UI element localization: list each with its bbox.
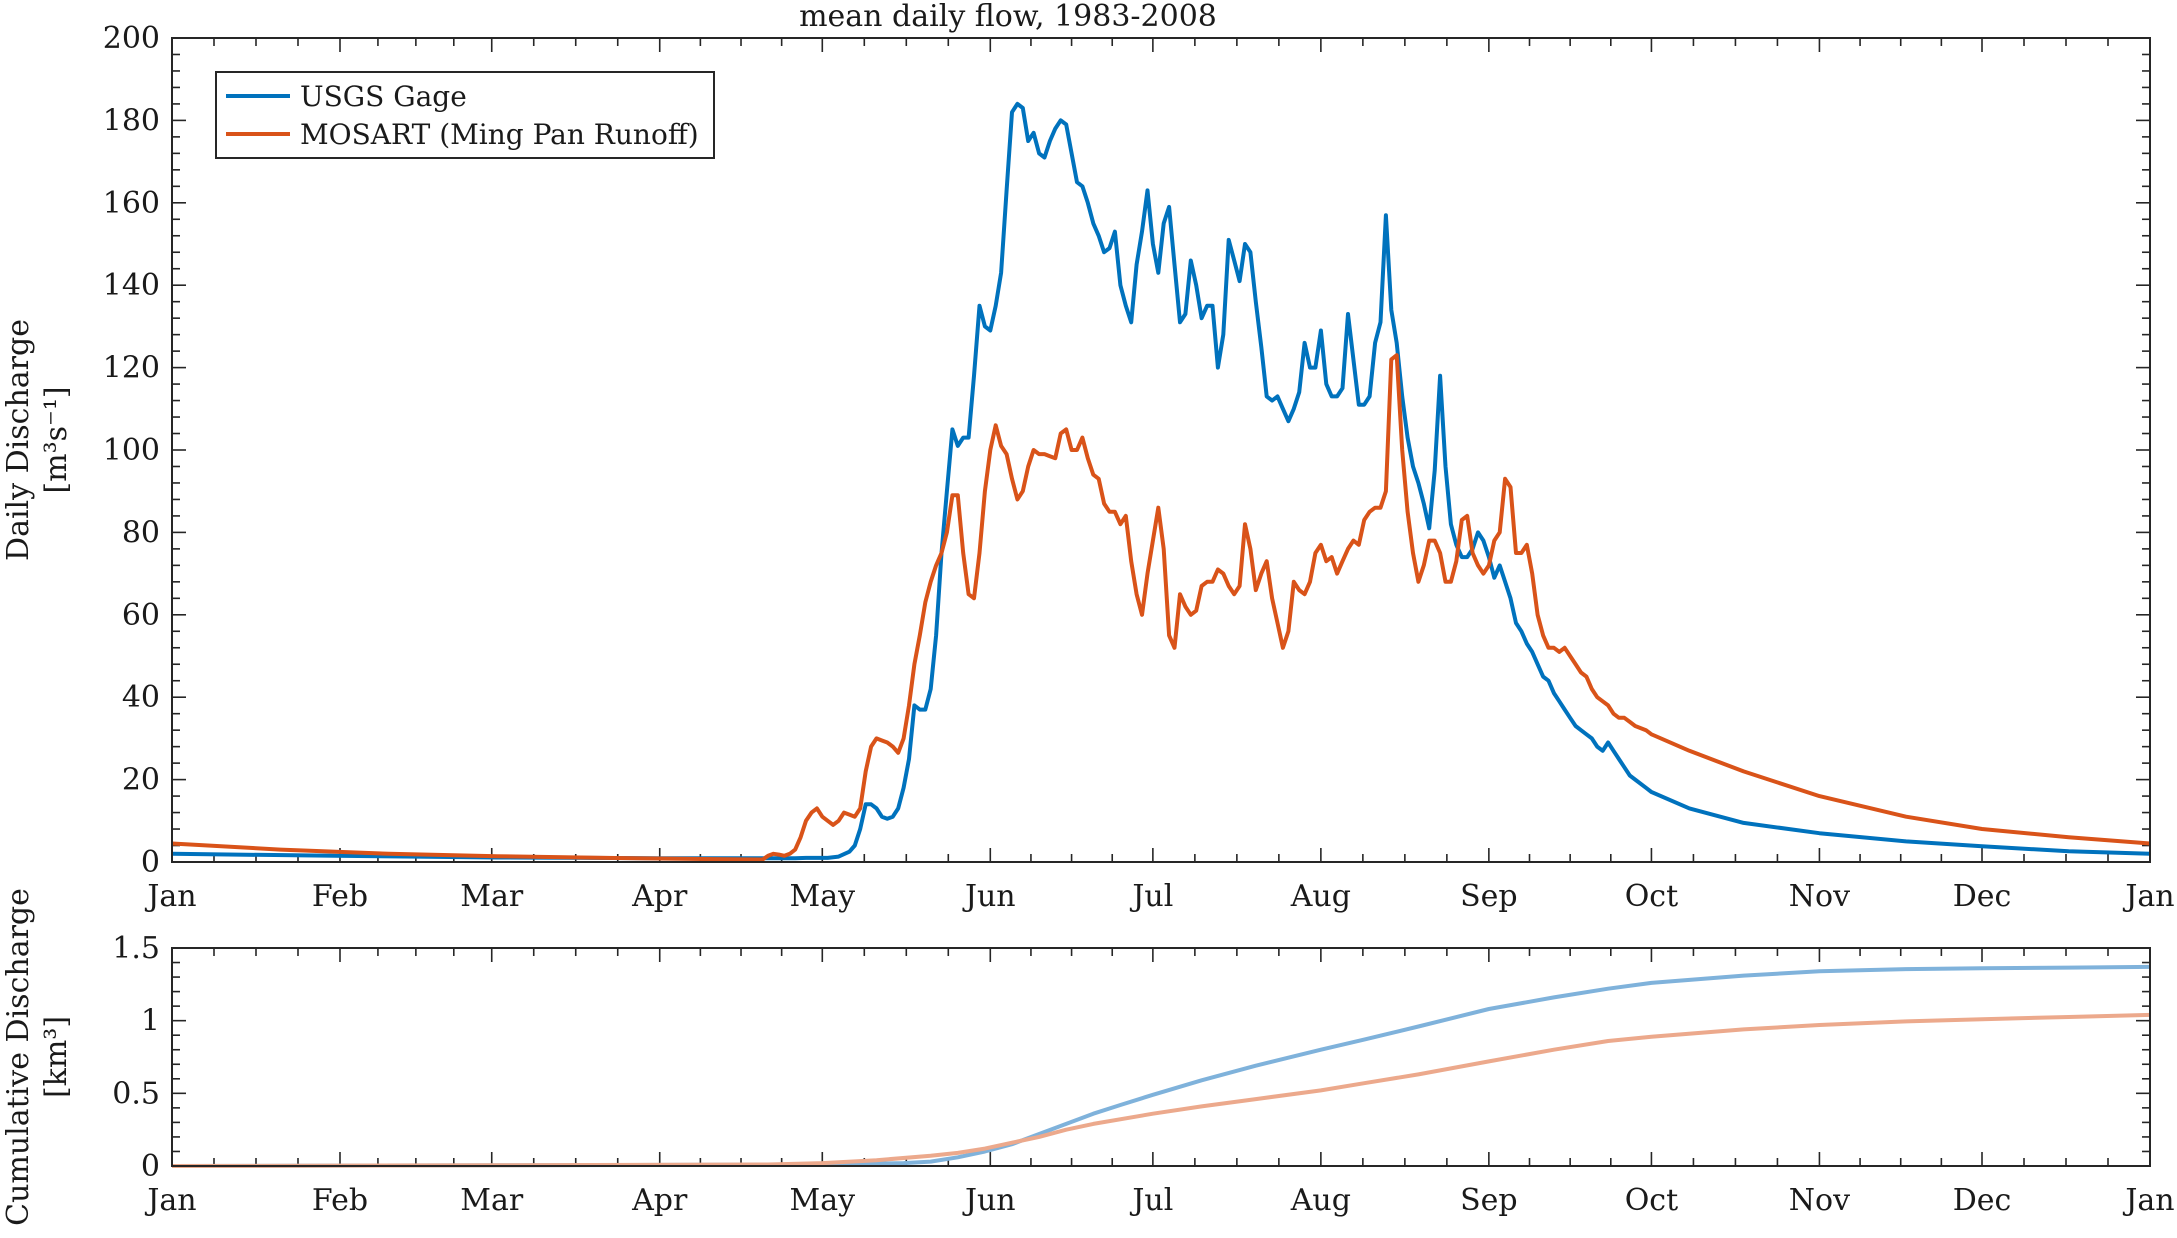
- top-ytick-label: 120: [103, 351, 160, 386]
- bottom-xtick-label: Aug: [1290, 1183, 1351, 1218]
- top-ytick-label: 200: [103, 21, 160, 56]
- bottom-ytick-label: 0.5: [112, 1076, 160, 1111]
- top-series-lines: [171, 101, 2151, 862]
- top-xtick-label: Nov: [1789, 879, 1850, 914]
- top-xtick-label: Jun: [962, 879, 1016, 914]
- bottom-xtick-label: Oct: [1625, 1183, 1678, 1218]
- bottom-ytick-label: 0: [141, 1149, 160, 1184]
- bottom-xtick-label: Jun: [962, 1183, 1016, 1218]
- top-xtick-label: Jul: [1129, 879, 1173, 914]
- top-ytick-label: 160: [103, 186, 160, 221]
- top-ytick-label: 0: [141, 845, 160, 880]
- bottom-xtick-label: Nov: [1789, 1183, 1850, 1218]
- bottom-axes-box: [171, 947, 2151, 1167]
- top-xtick-label: Oct: [1625, 879, 1678, 914]
- bottom-ylabel-unit: [km³]: [39, 1016, 74, 1098]
- bottom-series-lines: [171, 964, 2151, 1168]
- bottom-xtick-label: Jul: [1129, 1183, 1173, 1218]
- bottom-xtick-label: Jan: [2122, 1183, 2174, 1218]
- bottom-axis-ticks: [171, 947, 2151, 1167]
- top-tick-labels: 0 20 40 60 80 100 120 140 160 180 200 Jan Feb Mar Apr M…: [103, 21, 2175, 914]
- bottom-series-line-0: [171, 964, 2151, 1168]
- top-ytick-label: 60: [122, 598, 160, 633]
- bottom-ylabel: Cumulative Discharge: [1, 888, 36, 1226]
- bottom-xtick-label: Dec: [1953, 1183, 2012, 1218]
- bottom-tick-labels: 0 0.5 1 1.5 Jan Feb Mar Apr May Jun Jul Aug Sep Oct No…: [112, 931, 2174, 1218]
- top-ylabel: Daily Discharge: [1, 319, 36, 561]
- top-ylabel-unit: [m³s⁻¹]: [39, 386, 74, 493]
- legend-label-usgs: USGS Gage: [300, 80, 467, 113]
- bottom-ytick-label: 1.5: [112, 931, 160, 966]
- top-xtick-label: Aug: [1290, 879, 1351, 914]
- bottom-xtick-label: May: [790, 1183, 856, 1218]
- chart-title: mean daily flow, 1983-2008: [799, 0, 1217, 34]
- top-ytick-label: 180: [103, 103, 160, 138]
- top-xtick-label: Jan: [2122, 879, 2174, 914]
- top-series-line-1: [171, 353, 2151, 862]
- bottom-xtick-label: Sep: [1460, 1183, 1518, 1218]
- bottom-xtick-label: Jan: [144, 1183, 196, 1218]
- top-xtick-label: May: [790, 879, 856, 914]
- top-ytick-label: 100: [103, 433, 160, 468]
- top-xtick-label: Apr: [631, 879, 688, 914]
- top-ytick-label: 40: [122, 680, 160, 715]
- bottom-xtick-label: Feb: [312, 1183, 368, 1218]
- legend-label-mosart: MOSART (Ming Pan Runoff): [300, 118, 699, 151]
- top-xtick-label: Sep: [1460, 879, 1518, 914]
- top-ytick-label: 80: [122, 515, 160, 550]
- top-xtick-label: Feb: [312, 879, 368, 914]
- top-axes-box: [171, 37, 2151, 863]
- cumulative-discharge-panel: 0 0.5 1 1.5 Jan Feb Mar Apr May Jun Jul Aug Sep Oct No…: [1, 888, 2175, 1226]
- legend: USGS Gage MOSART (Ming Pan Runoff): [215, 71, 715, 159]
- legend-box: [215, 71, 715, 159]
- bottom-xtick-label: Apr: [631, 1183, 688, 1218]
- top-ytick-label: 140: [103, 268, 160, 303]
- daily-discharge-panel: mean daily flow, 1983-2008 0 20 40 60 80 100 1…: [1, 0, 2175, 914]
- bottom-ytick-label: 1: [141, 1004, 160, 1039]
- top-xtick-label: Jan: [144, 879, 196, 914]
- top-xtick-label: Dec: [1953, 879, 2012, 914]
- top-series-line-0: [171, 101, 2151, 861]
- bottom-series-line-1: [171, 1012, 2151, 1168]
- top-ytick-label: 20: [122, 763, 160, 798]
- top-axis-ticks: [171, 37, 2151, 863]
- bottom-xtick-label: Mar: [460, 1183, 524, 1218]
- top-xtick-label: Mar: [460, 879, 524, 914]
